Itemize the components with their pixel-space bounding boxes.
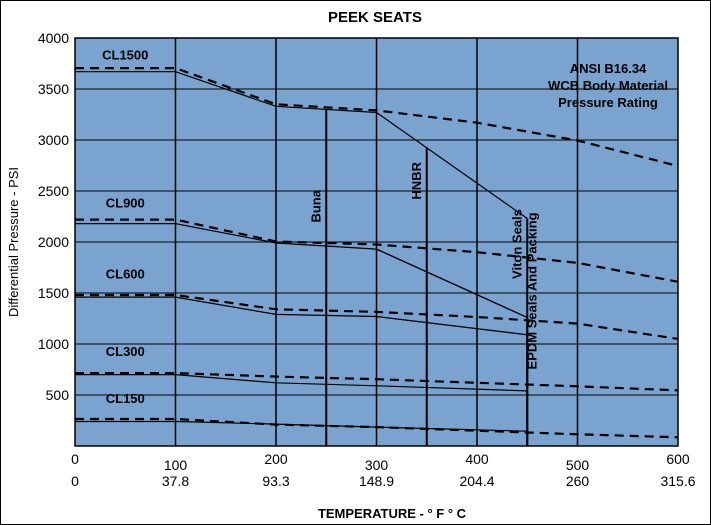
x-tick-label-f: 200 — [264, 451, 288, 467]
y-tick-label: 500 — [46, 387, 70, 403]
note-line-2: WCB Body Material — [548, 78, 668, 93]
chart-title: PEEK SEATS — [328, 9, 422, 26]
x-tick-label-f: 500 — [566, 457, 590, 473]
series-label: CL1500 — [102, 47, 148, 62]
note-line-1: ANSI B16.34 — [570, 61, 647, 76]
y-tick-label: 2500 — [38, 183, 69, 199]
x-tick-label-c: 93.3 — [262, 473, 289, 489]
x-tick-label-f: 100 — [164, 457, 188, 473]
y-tick-label: 1000 — [38, 336, 69, 352]
note-line-3: Pressure Rating — [558, 95, 658, 110]
y-tick-label: 1500 — [38, 285, 69, 301]
seat-rating-line — [376, 248, 528, 319]
x-tick-label-f: 600 — [666, 451, 690, 467]
x-tick-label-f: 0 — [71, 451, 79, 467]
x-tick-label-c: 260 — [566, 473, 590, 489]
seal-limit-label: EPDM Seals And Packing — [524, 212, 539, 369]
x-tick-label-f: 300 — [365, 457, 389, 473]
seal-limit-label: HNBR — [409, 161, 424, 199]
x-tick-label-c: 204.4 — [459, 473, 494, 489]
x-tick-label-c: 0 — [71, 473, 79, 489]
x-tick-label-c: 315.6 — [660, 473, 695, 489]
series-label: CL300 — [106, 344, 145, 359]
y-tick-label: 2000 — [38, 234, 69, 250]
seal-limit-label: Viton Seals — [509, 209, 524, 279]
ansi-rating-line — [75, 218, 679, 283]
y-tick-label: 4000 — [38, 30, 69, 46]
seal-limit-label: Buna — [308, 189, 323, 222]
y-tick-label: 3000 — [38, 132, 69, 148]
series-lines — [75, 66, 679, 446]
y-tick-label: 3500 — [38, 81, 69, 97]
series-label: CL150 — [106, 391, 145, 406]
ansi-rating-line — [75, 293, 679, 340]
x-tick-label-c: 148.9 — [359, 473, 394, 489]
grid — [75, 37, 678, 446]
axis-ticks: 500 1000 1500 2000 2500 3000 3500 4000 0 0 10037.8… — [38, 30, 696, 489]
series-label: CL900 — [106, 195, 145, 210]
y-axis-label: Differential Pressure - PSI — [6, 167, 21, 317]
x-axis-label: TEMPERATURE - ° F ° C — [318, 506, 467, 521]
seat-rating-line — [376, 315, 528, 336]
series-labels: CL1500 CL900 CL600 CL300 CL150 Buna HNBR Viton … — [102, 47, 539, 406]
series-label: CL600 — [106, 267, 145, 282]
ansi-rating-line — [75, 66, 679, 168]
ansi-rating-line — [75, 372, 679, 392]
x-tick-label-c: 37.8 — [162, 473, 189, 489]
x-tick-label-f: 400 — [465, 451, 489, 467]
